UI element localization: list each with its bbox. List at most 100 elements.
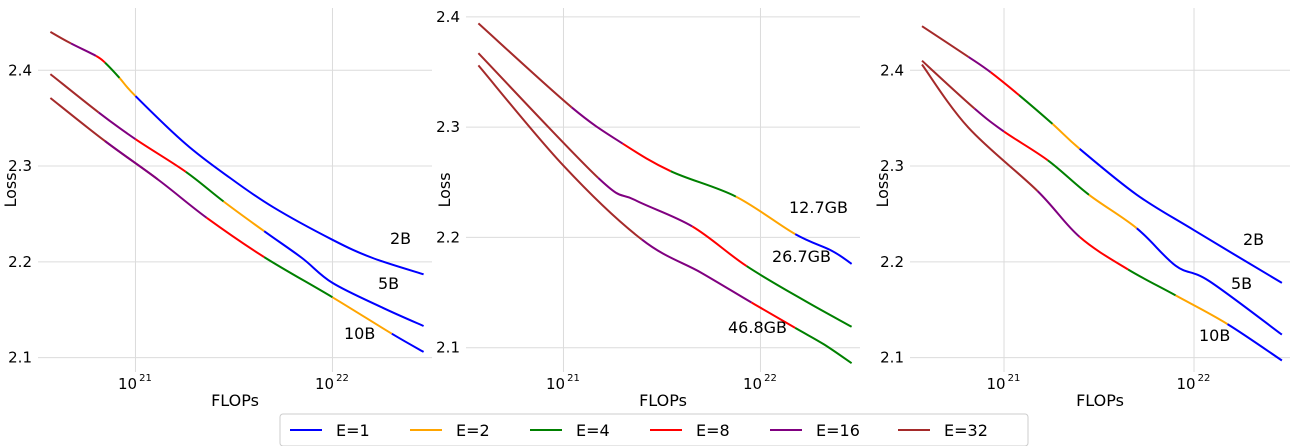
series-segment-e16 bbox=[973, 107, 1005, 133]
x-tick-exponent: 21 bbox=[1008, 373, 1021, 384]
series-segment-e16 bbox=[97, 111, 137, 141]
series-annotation: 10B bbox=[1199, 326, 1230, 345]
series-segment-e1 bbox=[134, 95, 424, 276]
series-3: 10B bbox=[921, 63, 1283, 362]
series-annotation: 5B bbox=[378, 274, 399, 293]
y-tick-label: 2.2 bbox=[8, 253, 32, 271]
y-tick-label: 2.3 bbox=[436, 118, 460, 136]
series-1: 12.7GB bbox=[477, 22, 853, 265]
series-segment-e8 bbox=[95, 55, 106, 64]
legend-label-e32: E=32 bbox=[944, 421, 988, 440]
series-segment-e32 bbox=[477, 22, 573, 109]
series-segment-e16 bbox=[70, 42, 97, 57]
series-segment-e8 bbox=[206, 216, 265, 258]
series-segment-e32 bbox=[49, 31, 72, 45]
y-axis-label: Loss bbox=[1, 172, 20, 207]
legend-label-e4: E=4 bbox=[576, 421, 610, 440]
series-segment-e16 bbox=[597, 177, 693, 228]
legend: E=1 E=2 E=4 E=8 E=16 E=32 bbox=[279, 413, 1029, 446]
series-3: 46.8GB bbox=[477, 64, 853, 365]
series-segment-e16 bbox=[1036, 190, 1081, 238]
series-segment-e4 bbox=[104, 61, 121, 79]
series-segment-e16 bbox=[104, 140, 208, 219]
series-segment-e16 bbox=[641, 238, 753, 304]
y-tick-label: 2.4 bbox=[436, 8, 460, 26]
y-tick-label: 2.2 bbox=[436, 228, 460, 246]
series-segment-e2 bbox=[331, 296, 393, 335]
series-segment-e32 bbox=[477, 64, 643, 241]
series-segment-e8 bbox=[989, 71, 1020, 96]
x-tick-label: 10 bbox=[1176, 375, 1195, 393]
series-annotation: 2B bbox=[390, 229, 411, 248]
series-1: 2B bbox=[49, 31, 424, 276]
series-segment-e2 bbox=[118, 77, 137, 97]
series-segment-e4 bbox=[1127, 268, 1177, 297]
series-segment-e2 bbox=[1051, 123, 1081, 150]
x-axis-label: FLOPs bbox=[639, 391, 687, 410]
series-segment-e1 bbox=[263, 230, 425, 327]
series-segment-e4 bbox=[185, 170, 225, 203]
series-segment-e16 bbox=[967, 56, 992, 73]
series-annotation: 46.8GB bbox=[728, 318, 787, 337]
series-segment-e8 bbox=[622, 142, 672, 173]
series-segment-e4 bbox=[1047, 159, 1090, 196]
legend-item-e32: E=32 bbox=[898, 421, 988, 440]
series-segment-e4 bbox=[263, 256, 334, 299]
y-tick-label: 2.3 bbox=[8, 157, 32, 175]
series-segment-e1 bbox=[1226, 323, 1283, 362]
series-annotation: 10B bbox=[344, 324, 375, 343]
series-segment-e2 bbox=[1088, 194, 1138, 230]
series-segment-e32 bbox=[921, 59, 976, 110]
legend-label-e16: E=16 bbox=[816, 421, 860, 440]
series-annotation: 2B bbox=[1243, 230, 1264, 249]
x-tick-exponent: 21 bbox=[139, 373, 152, 384]
series-segment-e8 bbox=[691, 225, 748, 267]
series-segment-e32 bbox=[921, 63, 1039, 192]
plots-group: 2.12.22.32.410 21 10 22FLOPsLoss2B5B10B2.12… bbox=[1, 8, 1290, 410]
y-tick-label: 2.4 bbox=[8, 61, 32, 79]
y-tick-label: 2.1 bbox=[8, 349, 32, 367]
series-segment-e2 bbox=[735, 195, 796, 235]
legend-item-e1: E=1 bbox=[290, 421, 370, 440]
legend-label-e2: E=2 bbox=[456, 421, 490, 440]
legend-item-e2: E=2 bbox=[410, 421, 490, 440]
legend-item-e8: E=8 bbox=[650, 421, 730, 440]
series-segment-e4 bbox=[794, 327, 853, 365]
series-segment-e4 bbox=[1018, 94, 1054, 125]
series-segment-e8 bbox=[750, 301, 796, 329]
legend-label-e8: E=8 bbox=[696, 421, 730, 440]
x-tick-exponent: 22 bbox=[336, 373, 349, 384]
y-tick-label: 2.3 bbox=[880, 157, 904, 175]
x-tick-label: 10 bbox=[986, 375, 1005, 393]
x-tick-label: 10 bbox=[118, 375, 137, 393]
series-segment-e1 bbox=[1136, 227, 1283, 336]
series-segment-e4 bbox=[670, 170, 737, 198]
series-segment-e32 bbox=[477, 52, 599, 179]
y-tick-label: 2.1 bbox=[880, 349, 904, 367]
x-tick-label: 10 bbox=[546, 375, 565, 393]
series-segment-e8 bbox=[1078, 236, 1129, 271]
x-tick-exponent: 22 bbox=[1198, 373, 1211, 384]
series-2: 26.7GB bbox=[477, 52, 853, 328]
x-tick-label: 10 bbox=[743, 375, 762, 393]
series-1: 2B bbox=[921, 25, 1283, 284]
series-annotation: 12.7GB bbox=[789, 198, 848, 217]
series-segment-e4 bbox=[746, 265, 853, 328]
series-annotation: 5B bbox=[1231, 274, 1252, 293]
y-tick-label: 2.2 bbox=[880, 253, 904, 271]
legend-item-e4: E=4 bbox=[530, 421, 610, 440]
y-tick-label: 2.1 bbox=[436, 339, 460, 357]
series-segment-e8 bbox=[1003, 130, 1049, 162]
x-tick-exponent: 22 bbox=[764, 373, 777, 384]
series-segment-e16 bbox=[570, 106, 624, 145]
x-axis-label: FLOPs bbox=[1076, 391, 1124, 410]
series-2: 5B bbox=[921, 59, 1283, 336]
series-annotation: 26.7GB bbox=[772, 247, 831, 266]
y-axis-label: Loss bbox=[873, 172, 892, 207]
series-segment-e1 bbox=[391, 332, 425, 353]
x-tick-label: 10 bbox=[315, 375, 334, 393]
series-segment-e1 bbox=[1078, 148, 1283, 284]
